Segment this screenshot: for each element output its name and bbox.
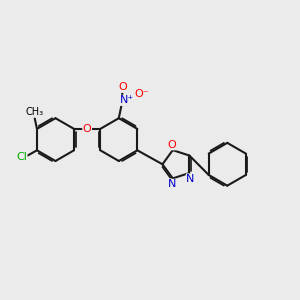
Text: O: O bbox=[83, 124, 92, 134]
Text: Cl: Cl bbox=[16, 152, 27, 162]
Text: N: N bbox=[168, 179, 176, 189]
Text: CH₃: CH₃ bbox=[26, 107, 44, 117]
Text: O⁻: O⁻ bbox=[135, 89, 149, 99]
Text: N⁺: N⁺ bbox=[120, 95, 134, 105]
Text: O: O bbox=[168, 140, 176, 150]
Text: N: N bbox=[186, 174, 195, 184]
Text: O: O bbox=[118, 82, 127, 92]
